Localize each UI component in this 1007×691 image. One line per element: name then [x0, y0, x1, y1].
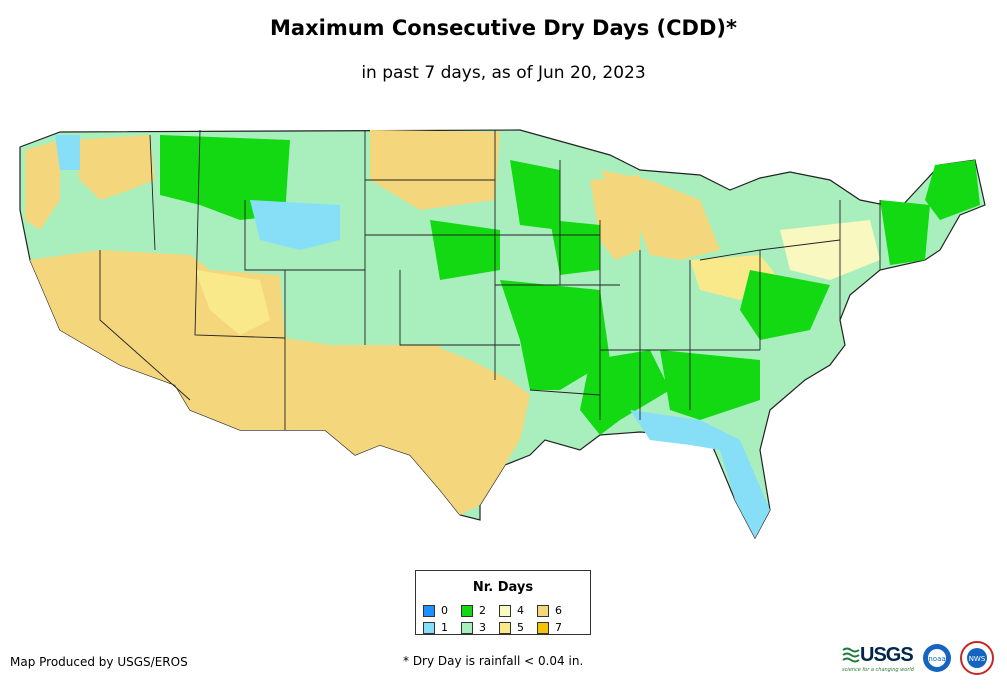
region-iowa-2 — [550, 220, 600, 275]
map-title: Maximum Consecutive Dry Days (CDD)* — [270, 16, 737, 40]
region-southwest — [30, 250, 480, 515]
legend-item-6: 6 — [537, 602, 575, 619]
legend-item-2: 2 — [461, 602, 499, 619]
state-borders — [99, 129, 881, 430]
usgs-tagline: science for a changing world — [842, 666, 914, 673]
noaa-logo-icon: noaa — [922, 644, 951, 672]
nws-logo-text: NWS — [969, 655, 986, 663]
legend-label: 3 — [479, 621, 486, 634]
legend-swatch — [499, 621, 511, 634]
legend-swatch — [423, 604, 435, 617]
us-dry-days-map — [19, 129, 986, 540]
usgs-wave-icon — [842, 647, 860, 663]
usgs-logo: USGS science for a changing world — [842, 644, 914, 673]
legend-item-7: 7 — [537, 619, 575, 636]
region-missouri-2 — [500, 280, 610, 390]
region-ny-4 — [780, 220, 880, 280]
noaa-logo-text: noaa — [928, 655, 945, 663]
region-northwest-coast — [25, 140, 60, 230]
legend-label: 0 — [441, 604, 448, 617]
legend: Nr. Days 0 1 2 3 4 5 6 7 — [415, 570, 591, 635]
region-texas — [385, 345, 530, 505]
legend-label: 2 — [479, 604, 486, 617]
legend-item-1: 1 — [423, 619, 461, 636]
usgs-wordmark: USGS — [860, 643, 914, 666]
map-subtitle: in past 7 days, as of Jun 20, 2023 — [361, 63, 646, 83]
region-nebraska-2 — [430, 220, 500, 280]
legend-swatch — [461, 621, 473, 634]
legend-item-4: 4 — [499, 602, 537, 619]
legend-label: 1 — [441, 621, 448, 634]
legend-label: 6 — [555, 604, 562, 617]
region-wisconsin-6 — [590, 175, 640, 260]
legend-label: 4 — [517, 604, 524, 617]
region-virginia-2 — [740, 270, 830, 340]
region-idaho-2 — [160, 135, 290, 220]
legend-label: 7 — [555, 621, 562, 634]
region-colorado-3 — [290, 270, 400, 320]
region-mississippi-2 — [580, 350, 670, 435]
legend-item-3: 3 — [461, 619, 499, 636]
legend-swatch — [537, 621, 549, 634]
dry-day-definition: * Dry Day is rainfall < 0.04 in. — [403, 654, 584, 668]
region-minnesota-2 — [510, 160, 560, 230]
legend-swatch — [461, 604, 473, 617]
legend-items: 0 1 2 3 4 5 6 7 — [423, 602, 575, 636]
agency-logos: USGS science for a changing world noaa N… — [842, 638, 994, 678]
region-florida-1 — [630, 410, 770, 538]
legend-item-5: 5 — [499, 619, 537, 636]
region-wyoming-1 — [250, 200, 340, 250]
legend-swatch — [423, 621, 435, 634]
nws-logo-icon: NWS — [959, 641, 994, 675]
legend-item-0: 0 — [423, 602, 461, 619]
map-producer-credit: Map Produced by USGS/EROS — [10, 655, 188, 669]
region-nevada-5 — [195, 270, 270, 335]
region-oregon — [70, 135, 155, 200]
legend-label: 5 — [517, 621, 524, 634]
region-washington-1 — [55, 135, 80, 170]
region-northeast-2 — [880, 200, 930, 265]
legend-swatch — [537, 604, 549, 617]
region-georgia-2 — [660, 350, 760, 420]
legend-swatch — [499, 604, 511, 617]
region-dakotas-6 — [370, 130, 500, 210]
legend-title: Nr. Days — [472, 580, 534, 595]
region-maine-2 — [925, 160, 980, 220]
